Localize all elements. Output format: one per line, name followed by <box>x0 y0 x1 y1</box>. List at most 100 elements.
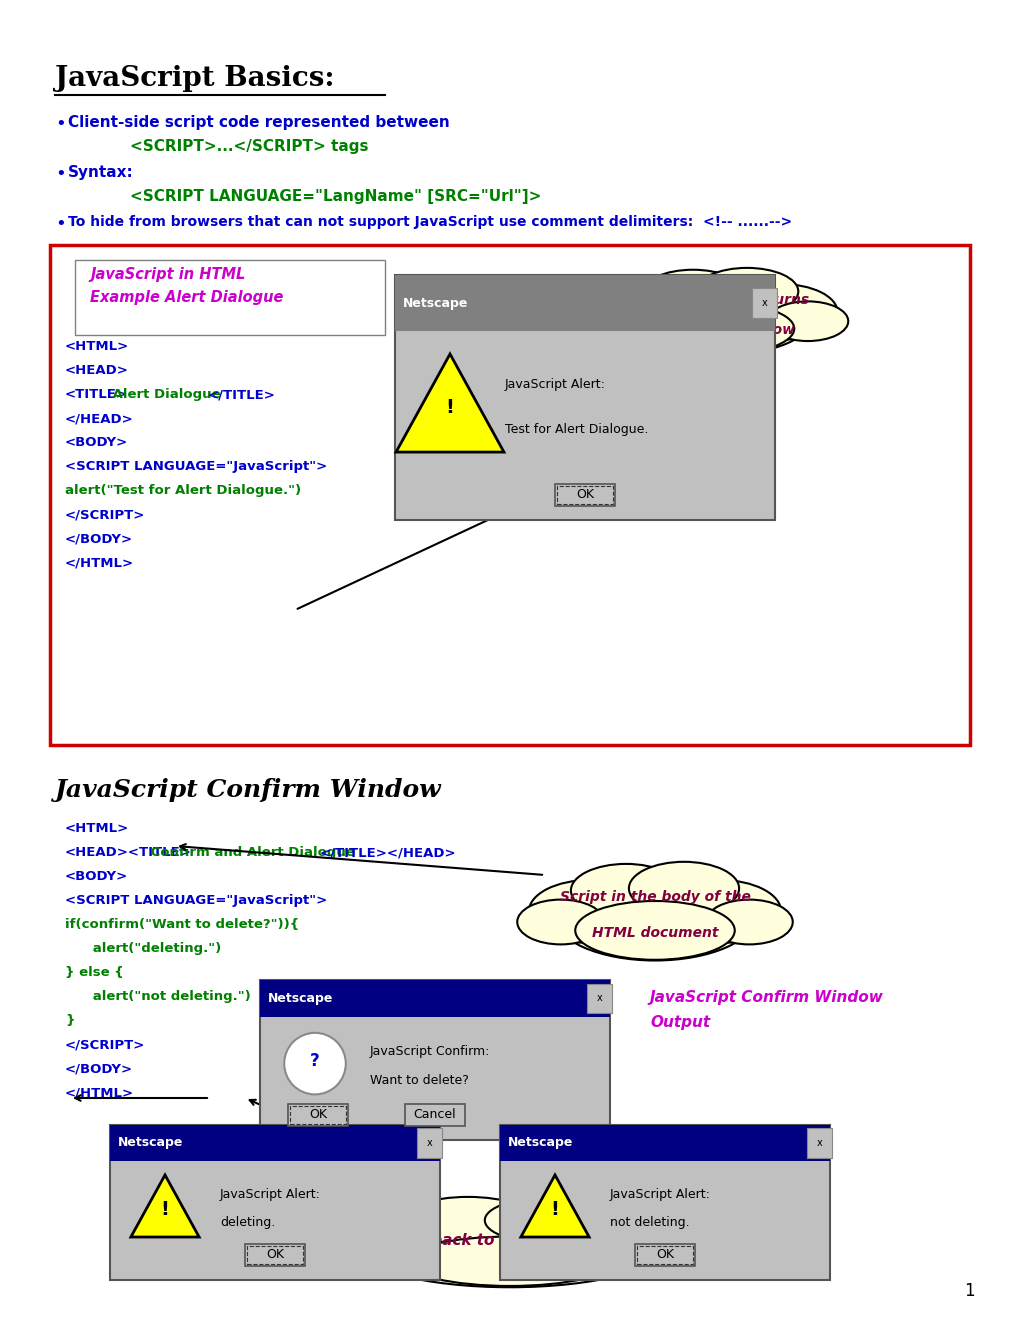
Text: !: ! <box>445 399 454 417</box>
Ellipse shape <box>400 1197 535 1243</box>
Ellipse shape <box>705 900 792 944</box>
FancyBboxPatch shape <box>394 275 774 520</box>
Text: <HEAD><TITLE>: <HEAD><TITLE> <box>65 846 192 859</box>
Polygon shape <box>130 1175 199 1237</box>
Text: x: x <box>426 1138 432 1148</box>
Text: JavaScript Alert:: JavaScript Alert: <box>504 378 605 391</box>
Ellipse shape <box>591 301 673 341</box>
Text: </SCRIPT>: </SCRIPT> <box>65 508 146 521</box>
Ellipse shape <box>602 284 715 339</box>
Text: x: x <box>815 1138 821 1148</box>
Text: ?: ? <box>310 1052 320 1069</box>
Text: Example Alert Dialogue: Example Alert Dialogue <box>90 290 283 305</box>
Text: Cancel: Cancel <box>414 1109 455 1122</box>
Text: JavaScript Basics:: JavaScript Basics: <box>55 65 334 92</box>
Text: Netscape: Netscape <box>507 1137 573 1150</box>
Ellipse shape <box>723 284 837 339</box>
Text: !: ! <box>550 1200 558 1218</box>
Text: Test for Alert Dialogue.: Test for Alert Dialogue. <box>504 422 648 436</box>
FancyBboxPatch shape <box>260 979 609 1140</box>
Text: </BODY>: </BODY> <box>65 1063 133 1074</box>
Text: •: • <box>55 215 65 234</box>
Ellipse shape <box>658 880 781 942</box>
Ellipse shape <box>629 862 739 915</box>
Text: </HTML>: </HTML> <box>65 556 133 569</box>
FancyBboxPatch shape <box>499 1125 829 1280</box>
Ellipse shape <box>528 880 650 942</box>
Text: Want to delete?: Want to delete? <box>370 1074 469 1088</box>
FancyBboxPatch shape <box>499 1125 829 1160</box>
Text: HTML document: HTML document <box>591 927 717 940</box>
Text: Syntax:: Syntax: <box>68 165 133 180</box>
Text: <HTML>: <HTML> <box>65 341 129 352</box>
Text: OK: OK <box>309 1109 327 1122</box>
Text: not deleting.: not deleting. <box>609 1216 689 1229</box>
Ellipse shape <box>641 269 744 317</box>
Text: JavaScript Confirm Window: JavaScript Confirm Window <box>55 777 441 803</box>
Text: OK: OK <box>266 1249 283 1262</box>
Text: alert("Test for Alert Dialogue."): alert("Test for Alert Dialogue.") <box>65 484 301 498</box>
Text: alert("not deleting."): alert("not deleting.") <box>65 990 251 1003</box>
Text: x: x <box>760 298 766 308</box>
Text: JavaScript in HTML: JavaScript in HTML <box>90 267 246 282</box>
FancyBboxPatch shape <box>635 1243 694 1266</box>
Polygon shape <box>521 1175 589 1237</box>
Text: <HEAD>: <HEAD> <box>65 364 128 378</box>
Ellipse shape <box>353 1203 666 1287</box>
Text: JavaScript Alert:: JavaScript Alert: <box>220 1188 321 1201</box>
FancyBboxPatch shape <box>260 979 609 1016</box>
Text: </HEAD>: </HEAD> <box>65 412 133 425</box>
Text: deleting.: deleting. <box>220 1216 275 1229</box>
Text: }: } <box>65 1014 74 1027</box>
Text: To hide from browsers that can not support JavaScript use comment delimiters:  <: To hide from browsers that can not suppo… <box>68 215 792 228</box>
FancyBboxPatch shape <box>245 1243 305 1266</box>
Ellipse shape <box>695 268 798 315</box>
Text: JavaScript Alert:: JavaScript Alert: <box>609 1188 710 1201</box>
Ellipse shape <box>308 1229 426 1271</box>
Text: JavaScript Confirm Window: JavaScript Confirm Window <box>649 990 883 1005</box>
Text: OK: OK <box>576 488 593 502</box>
FancyBboxPatch shape <box>110 1125 439 1280</box>
Text: <TITLE>: <TITLE> <box>65 388 127 401</box>
Ellipse shape <box>325 1213 484 1267</box>
Ellipse shape <box>517 900 603 944</box>
FancyBboxPatch shape <box>110 1125 439 1160</box>
Text: <SCRIPT LANGUAGE="LangName" [SRC="Url"]>: <SCRIPT LANGUAGE="LangName" [SRC="Url"]> <box>129 189 541 205</box>
Text: •: • <box>55 165 65 183</box>
Ellipse shape <box>535 1213 694 1267</box>
Text: Netscape: Netscape <box>403 297 468 310</box>
Text: <SCRIPT>...</SCRIPT> tags: <SCRIPT>...</SCRIPT> tags <box>129 139 368 154</box>
Text: Client-side script code represented between: Client-side script code represented betw… <box>68 115 449 129</box>
Text: 1: 1 <box>963 1282 974 1300</box>
Text: </BODY>: </BODY> <box>65 532 133 545</box>
FancyBboxPatch shape <box>405 1104 465 1126</box>
Ellipse shape <box>484 1197 619 1243</box>
FancyBboxPatch shape <box>394 275 774 331</box>
Text: <BODY>: <BODY> <box>65 870 128 883</box>
Text: x: x <box>596 994 601 1003</box>
Ellipse shape <box>645 302 794 355</box>
Text: Netscape: Netscape <box>268 991 333 1005</box>
Text: Script in the body of the: Script in the body of the <box>559 890 750 904</box>
FancyBboxPatch shape <box>50 246 969 744</box>
Text: On Clicking OK returns: On Clicking OK returns <box>631 293 808 308</box>
Text: to Browser window: to Browser window <box>644 323 794 337</box>
Text: Confirm and Alert Dialogue: Confirm and Alert Dialogue <box>146 846 359 859</box>
Text: </HTML>: </HTML> <box>65 1086 133 1100</box>
Text: } else {: } else { <box>65 966 123 979</box>
Ellipse shape <box>575 902 734 960</box>
Polygon shape <box>395 354 503 451</box>
Text: <BODY>: <BODY> <box>65 436 128 449</box>
Text: JavaScript Confirm:: JavaScript Confirm: <box>370 1045 490 1057</box>
Circle shape <box>284 1032 345 1094</box>
Text: alert("deleting."): alert("deleting.") <box>65 942 221 954</box>
FancyBboxPatch shape <box>554 484 614 506</box>
Text: OK: OK <box>655 1249 674 1262</box>
Text: Output: Output <box>649 1015 709 1030</box>
Text: Alert Dialogue: Alert Dialogue <box>108 388 225 401</box>
Text: Takes back to Netscape screen: Takes back to Netscape screen <box>377 1233 642 1247</box>
Text: <SCRIPT LANGUAGE="JavaScript">: <SCRIPT LANGUAGE="JavaScript"> <box>65 894 327 907</box>
FancyBboxPatch shape <box>288 1104 348 1126</box>
Ellipse shape <box>766 301 848 341</box>
Text: Netscape: Netscape <box>118 1137 183 1150</box>
